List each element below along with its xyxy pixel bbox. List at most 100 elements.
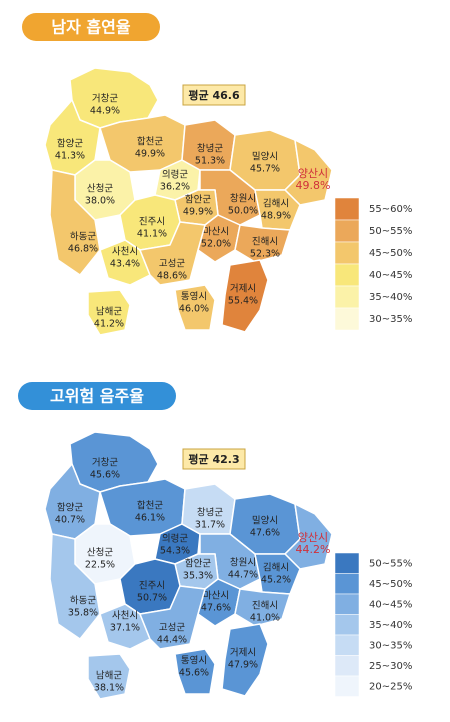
region-name: 거제시	[230, 648, 256, 659]
region	[234, 224, 291, 263]
map-panel: 고위험 음주율거창군45.6%함양군40.7%합천군46.1%산청군22.5%하…	[18, 382, 412, 700]
region-name: 창원시	[230, 194, 256, 205]
region-value: 41.0%	[250, 613, 280, 624]
region	[174, 648, 216, 695]
region-value: 46.0%	[179, 304, 209, 315]
region-name: 진주시	[139, 217, 165, 228]
region-value: 48.9%	[261, 211, 291, 222]
region-value: 41.3%	[55, 151, 85, 162]
title-pill	[22, 13, 160, 41]
region-value: 44.4%	[157, 635, 187, 646]
region-value: 54.3%	[160, 546, 190, 557]
region-value: 45.6%	[90, 470, 120, 481]
legend-swatch	[334, 655, 360, 677]
region-name: 창원시	[230, 558, 256, 569]
legend-label: 30~35%	[369, 640, 412, 651]
legend-label: 45~50%	[369, 579, 412, 590]
region-name: 의령군	[162, 169, 188, 181]
panel-title: 고위험 음주율	[50, 387, 144, 406]
region-value: 38.0%	[85, 196, 115, 207]
region-value: 41.1%	[137, 229, 167, 240]
region-name: 진주시	[139, 581, 165, 592]
region-value: 44.2%	[296, 543, 331, 556]
region-value: 45.2%	[261, 575, 291, 586]
region-value: 49.9%	[135, 149, 165, 160]
region-value: 35.3%	[183, 571, 213, 582]
region-name: 고성군	[159, 623, 185, 634]
region-value: 46.8%	[68, 244, 98, 255]
region-value: 49.9%	[183, 207, 213, 218]
legend-label: 20~25%	[369, 681, 412, 692]
legend-label: 30~35%	[369, 314, 412, 325]
average-label: 평균 46.6	[188, 88, 240, 102]
map: 거창군45.6%함양군40.7%합천군46.1%산청군22.5%하동군35.8%…	[44, 431, 333, 700]
legend-label: 40~45%	[369, 270, 412, 281]
region-name: 의령군	[162, 533, 188, 545]
legend-swatch	[334, 614, 360, 636]
region	[284, 139, 333, 206]
region-value: 43.4%	[110, 259, 140, 270]
region-name: 함안군	[185, 195, 211, 206]
region-name: 남해군	[96, 670, 122, 682]
map-panel: 남자 흡연율거창군44.9%함양군41.3%합천군49.9%산청군38.0%하동…	[22, 13, 412, 336]
region-name: 산청군	[87, 184, 113, 195]
legend-label: 25~30%	[369, 661, 412, 672]
region-value: 37.1%	[110, 623, 140, 634]
region	[221, 259, 269, 333]
region-name: 밀양시	[252, 151, 278, 163]
region-value: 55.4%	[228, 296, 258, 307]
region-name: 산청군	[87, 548, 113, 559]
region-name: 사천시	[112, 247, 138, 258]
region-name: 창녕군	[197, 144, 223, 155]
legend-swatch	[334, 263, 360, 287]
region-name: 하동군	[70, 595, 96, 607]
region-name: 창녕군	[197, 508, 223, 519]
region-name: 함양군	[57, 139, 83, 150]
region-name: 통영시	[181, 292, 207, 303]
region-name: 함양군	[57, 503, 83, 514]
region	[87, 289, 131, 336]
region-name: 거창군	[92, 458, 118, 469]
legend-label: 35~40%	[369, 292, 412, 303]
map: 거창군44.9%함양군41.3%합천군49.9%산청군38.0%하동군46.8%…	[44, 67, 333, 336]
region-value: 52.3%	[250, 249, 280, 260]
panel-title: 남자 흡연율	[51, 18, 130, 37]
region-name: 양산시	[298, 531, 328, 544]
region-value: 31.7%	[195, 520, 225, 531]
region-value: 38.1%	[94, 683, 124, 694]
legend-label: 40~45%	[369, 599, 412, 610]
legend-swatch	[334, 219, 360, 243]
region-name: 사천시	[112, 611, 138, 622]
region-name: 진해시	[252, 236, 278, 248]
region-value: 50.7%	[137, 593, 167, 604]
legend-label: 55~60%	[369, 204, 412, 215]
region-name: 남해군	[96, 306, 122, 318]
region	[174, 284, 216, 331]
legend-swatch	[334, 552, 360, 574]
region-value: 44.7%	[228, 570, 258, 581]
region-value: 35.8%	[68, 608, 98, 619]
region-value: 47.9%	[228, 660, 258, 671]
region-value: 22.5%	[85, 560, 115, 571]
region-value: 49.8%	[296, 179, 331, 192]
region	[234, 588, 291, 627]
region-value: 36.2%	[160, 182, 190, 193]
legend-label: 50~55%	[369, 558, 412, 569]
region-value: 40.7%	[55, 515, 85, 526]
legend-swatch	[334, 573, 360, 595]
region	[139, 221, 206, 286]
region-name: 마산시	[203, 227, 229, 238]
region-value: 47.6%	[201, 603, 231, 614]
region-value: 51.3%	[195, 156, 225, 167]
region-name: 밀양시	[252, 515, 278, 527]
legend-label: 35~40%	[369, 620, 412, 631]
region-name: 진해시	[252, 600, 278, 612]
region-value: 47.6%	[250, 528, 280, 539]
region-name: 김해시	[263, 198, 289, 210]
region-value: 45.7%	[250, 164, 280, 175]
average-box	[182, 448, 246, 470]
title-pill	[18, 382, 176, 410]
region-name: 하동군	[70, 231, 96, 243]
legend-swatch	[334, 593, 360, 615]
